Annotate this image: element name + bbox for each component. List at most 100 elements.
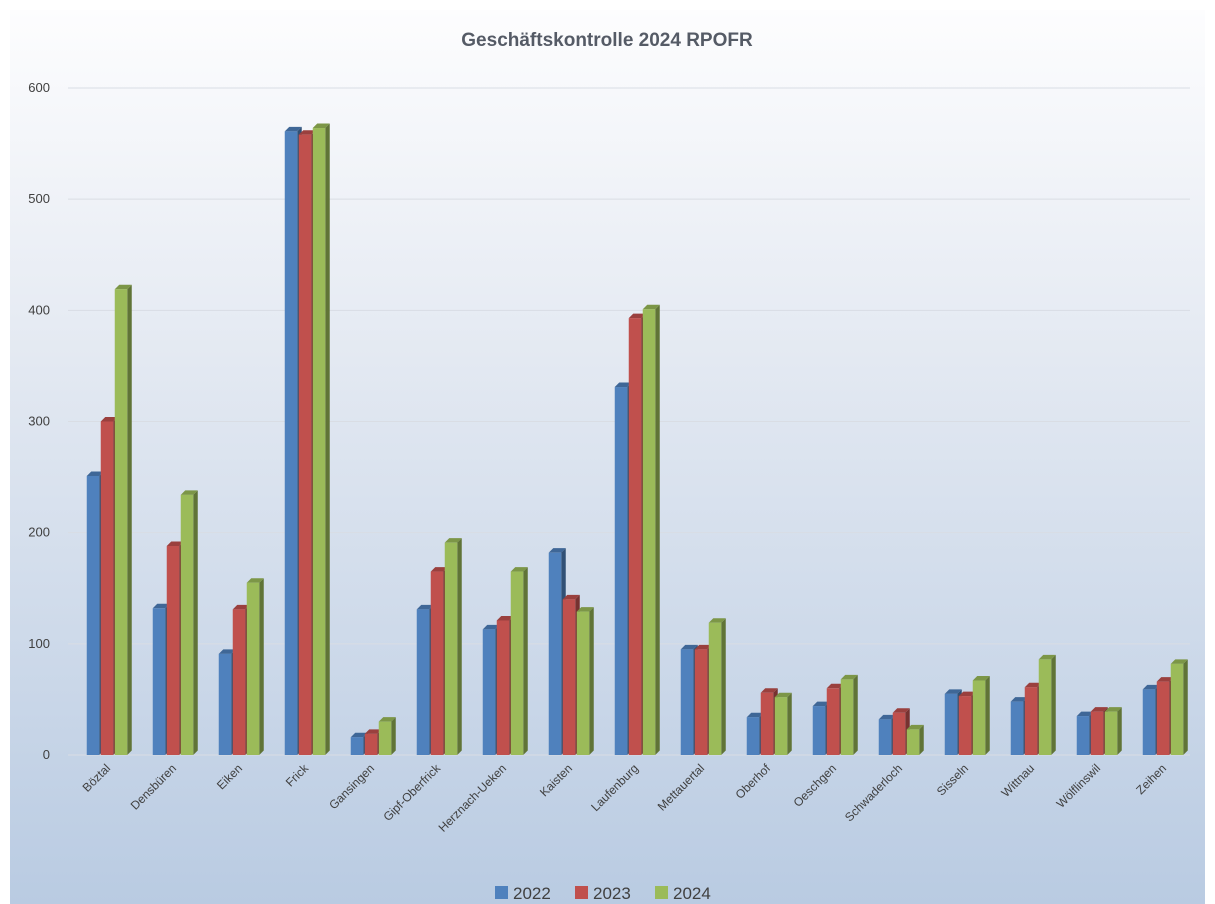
bar-top — [1076, 711, 1094, 717]
bar-side — [1183, 659, 1188, 755]
legend-label: 2024 — [673, 884, 711, 903]
legend-swatch — [655, 886, 668, 899]
bar-top — [1104, 707, 1122, 712]
legend-swatch — [575, 886, 588, 899]
bar-front — [1024, 687, 1038, 755]
bar-front — [100, 421, 114, 755]
bar-top — [1142, 684, 1160, 690]
bar-top — [1156, 677, 1174, 682]
bar-front — [284, 131, 298, 756]
legend-label: 2023 — [593, 884, 631, 903]
bar-front — [892, 712, 906, 755]
bar-top — [1090, 707, 1108, 712]
x-tick-label: Eiken — [214, 761, 245, 792]
bar-front — [1156, 681, 1170, 755]
bar-side — [853, 674, 858, 755]
bar-2024-Herznach-Ueken — [510, 567, 528, 755]
bar-2024-Mettauertal — [708, 618, 726, 755]
bar-front — [430, 571, 444, 755]
bar-top — [1010, 697, 1028, 702]
bar-top — [826, 683, 844, 689]
bar-top — [232, 604, 250, 610]
x-tick-label: Gipf-Oberfrick — [380, 761, 443, 824]
legend-item-2024: 2024 — [655, 884, 711, 903]
bar-2024-Eiken — [246, 578, 264, 755]
bar-front — [906, 729, 920, 755]
bar-2024-Gipf-Oberfrick — [444, 538, 462, 755]
bar-front — [628, 318, 642, 755]
bar-front — [840, 679, 854, 755]
bar-front — [548, 552, 562, 755]
bar-front — [232, 609, 246, 755]
bar-front — [180, 494, 194, 755]
bar-top — [416, 604, 434, 610]
bar-top — [430, 567, 448, 572]
bar-top — [1170, 659, 1188, 664]
bar-top — [746, 712, 764, 718]
x-tick-label: Schwaderloch — [842, 761, 905, 824]
bar-top — [86, 471, 104, 476]
bar-side — [391, 717, 396, 755]
bar-front — [114, 289, 128, 755]
legend-item-2022: 2022 — [495, 884, 551, 903]
x-tick-label: Densbüren — [128, 761, 179, 812]
bar-2024-Zeihen — [1170, 659, 1188, 755]
bar-top — [298, 130, 316, 135]
bar-front — [1104, 711, 1118, 755]
bar-top — [180, 490, 198, 495]
bar-top — [576, 607, 594, 612]
y-tick-label: 600 — [28, 80, 50, 95]
bar-top — [496, 615, 514, 621]
x-tick-label: Oeschgen — [791, 761, 840, 810]
bar-front — [760, 692, 774, 755]
bar-top — [284, 126, 302, 132]
bar-top — [892, 708, 910, 713]
bar-top — [760, 688, 778, 693]
bar-front — [680, 649, 694, 755]
bar-2024-Gansingen — [378, 717, 396, 755]
bar-front — [774, 697, 788, 755]
bar-top — [378, 717, 396, 722]
bar-side — [985, 676, 990, 755]
bar-front — [972, 680, 986, 755]
bar-front — [708, 622, 722, 755]
bar-top — [510, 567, 528, 572]
x-tick-label: Zeihen — [1133, 761, 1169, 797]
legend-item-2023: 2023 — [575, 884, 631, 903]
bar-top — [246, 578, 264, 583]
bar-2024-Oeschgen — [840, 674, 858, 755]
bar-front — [482, 629, 496, 755]
x-tick-label: Sisseln — [934, 761, 971, 798]
bar-2024-Densbüren — [180, 490, 198, 755]
x-tick-label: Gansingen — [326, 761, 377, 812]
bar-front — [1010, 701, 1024, 755]
bar-side — [457, 538, 462, 755]
chart-area: Geschäftskontrolle 2024 RPOFR 0 100 200 300… — [10, 10, 1205, 904]
x-tick-label: Herznach-Ueken — [436, 761, 510, 835]
bar-top — [218, 649, 236, 654]
x-tick-label: Laufenburg — [588, 761, 641, 814]
bar-front — [878, 719, 892, 755]
legend-swatch — [495, 886, 508, 899]
bar-front — [246, 582, 260, 755]
bar-2024-Frick — [312, 123, 330, 755]
x-tick-label: Frick — [283, 761, 312, 790]
x-tick-label: Kaisten — [537, 761, 575, 799]
bar-top — [944, 689, 962, 694]
bar-top — [364, 729, 382, 734]
bar-front — [1170, 663, 1184, 755]
bar-top — [152, 603, 170, 609]
bar-2024-Schwaderloch — [906, 724, 924, 755]
x-tick-label: Wölflinswil — [1054, 761, 1104, 811]
bar-2024-Böztal — [114, 284, 132, 755]
x-tick-label: Mettauertal — [655, 761, 707, 813]
bar-top — [840, 674, 858, 680]
bar-side — [1117, 707, 1122, 755]
bar-front — [576, 611, 590, 755]
bar-front — [1142, 689, 1156, 755]
bar-top — [482, 624, 500, 630]
bar-top — [444, 538, 462, 543]
bar-top — [628, 313, 646, 319]
bar-front — [614, 387, 628, 755]
bar-top — [878, 714, 896, 720]
